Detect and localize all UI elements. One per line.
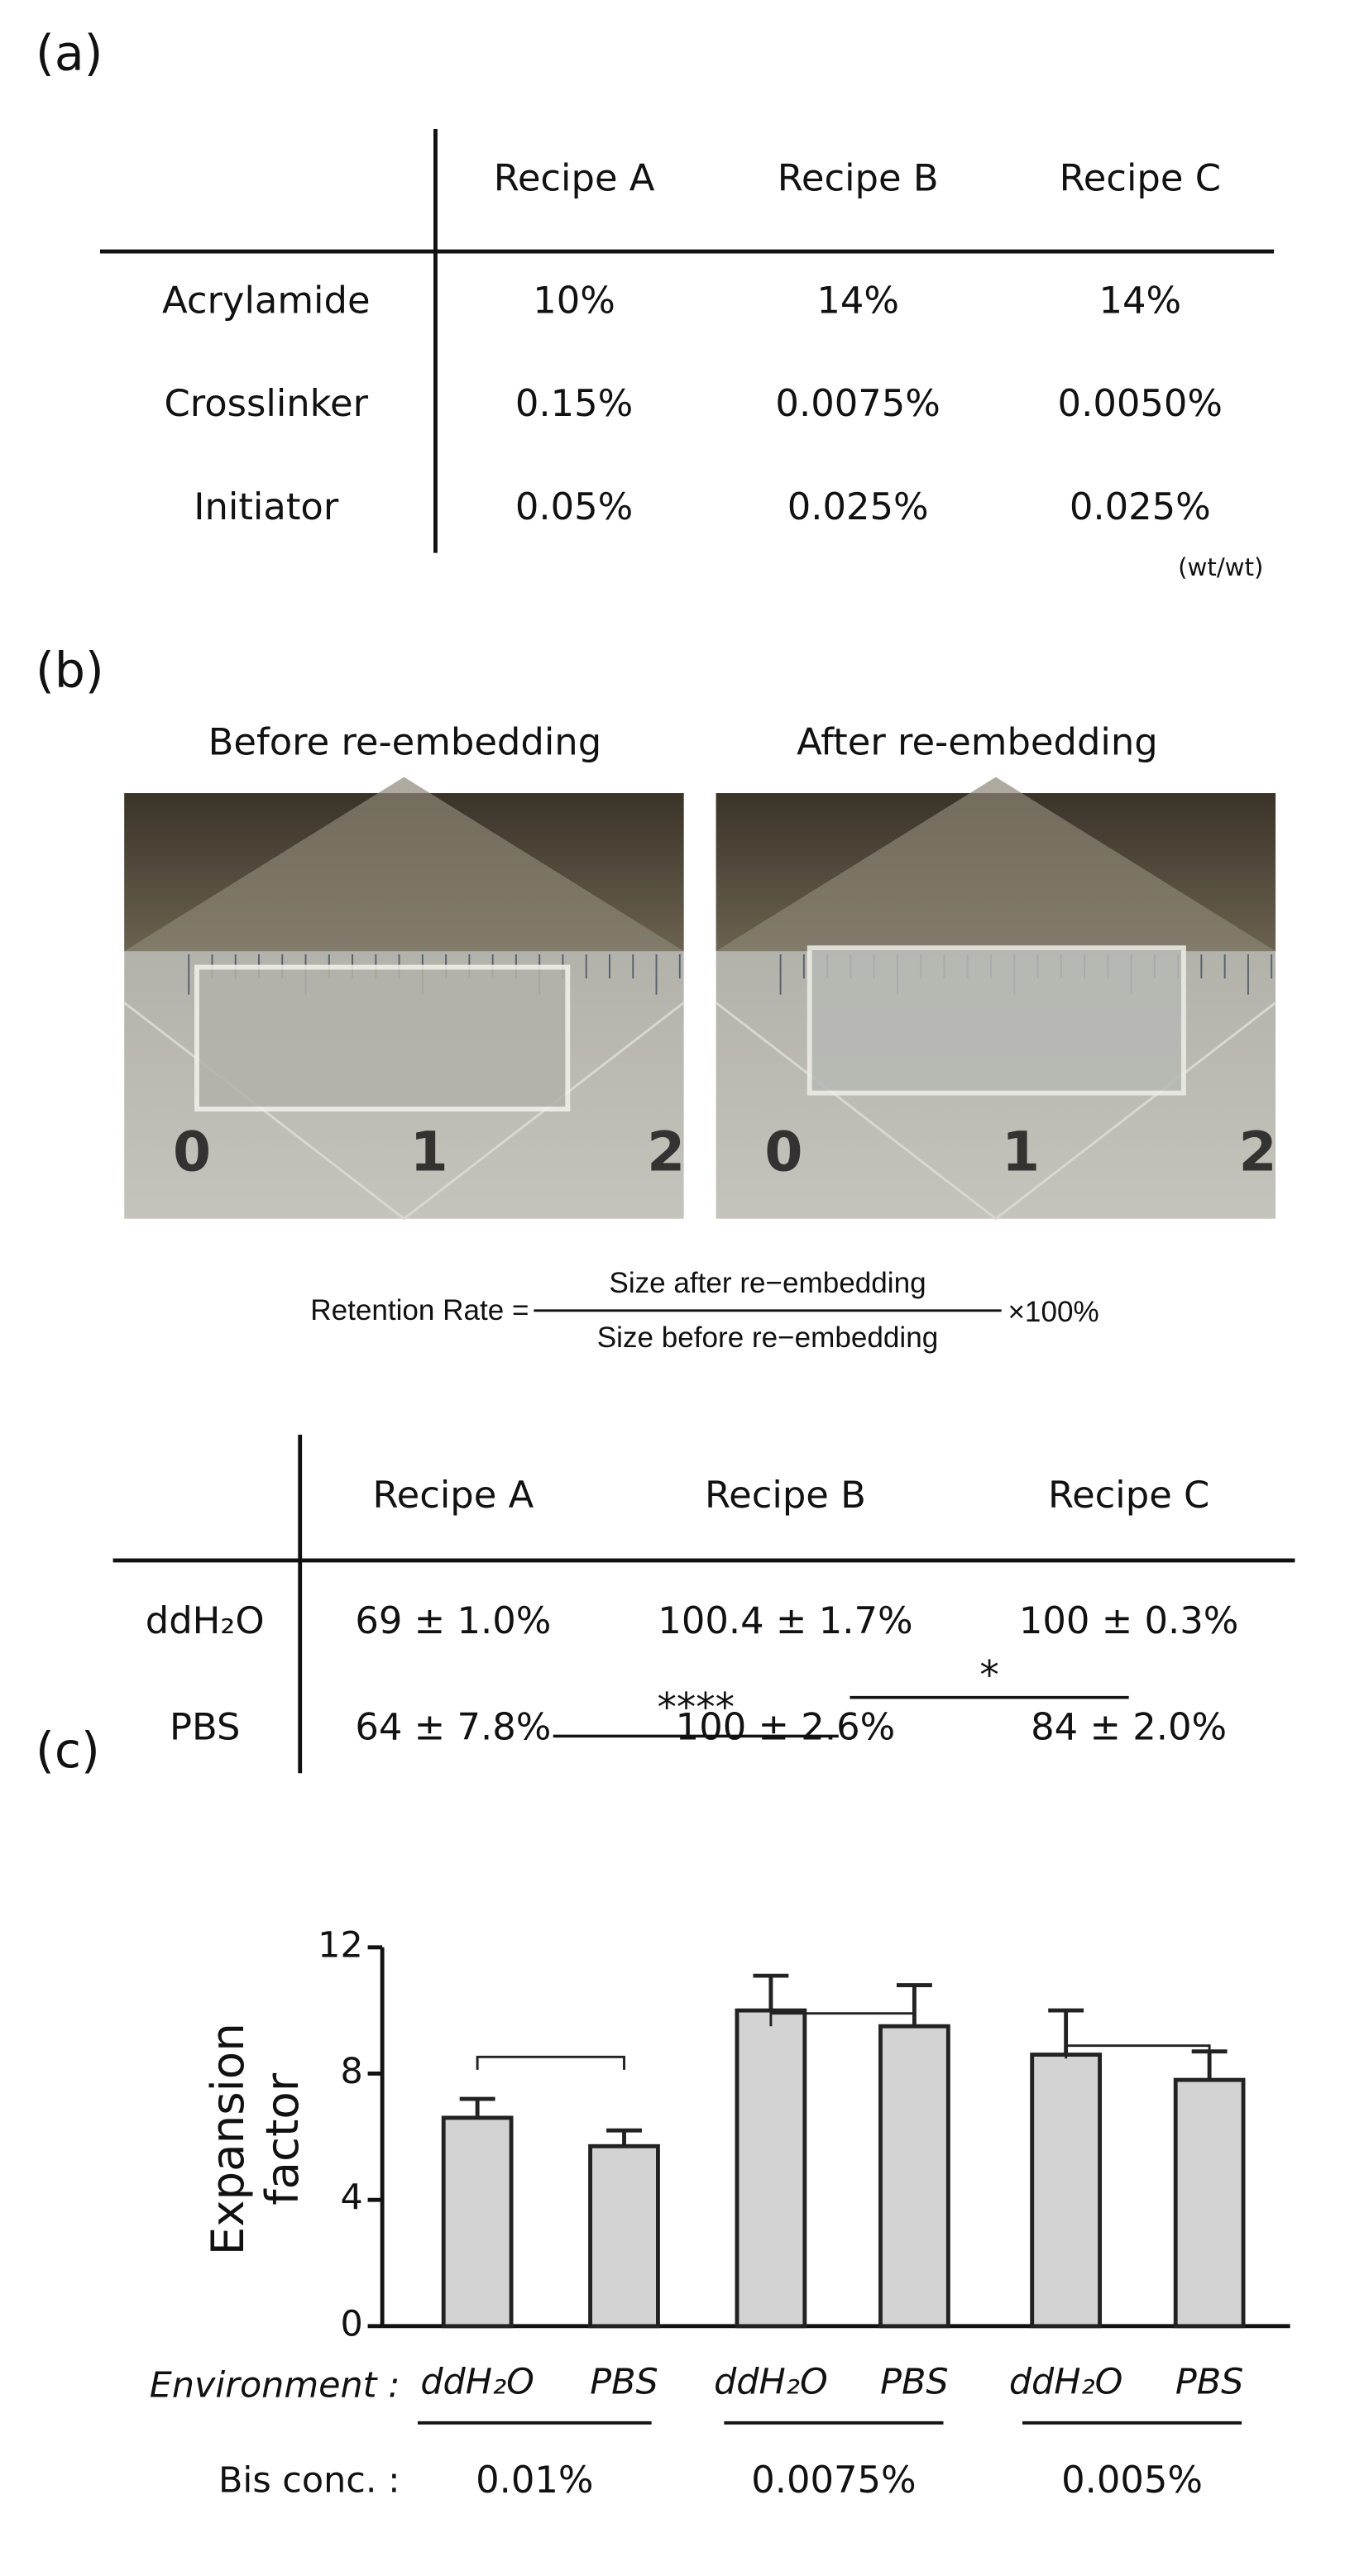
table-cell: 14% bbox=[1098, 278, 1181, 322]
table-cell: 0.0050% bbox=[1058, 381, 1223, 425]
formula-factor: ×100% bbox=[1008, 1296, 1098, 1328]
error-bar bbox=[753, 1973, 789, 2011]
gel bbox=[194, 964, 571, 1112]
photo-caption: After re-embedding bbox=[797, 720, 1158, 764]
table-cell: 69 ± 1.0% bbox=[355, 1599, 551, 1642]
error-bar bbox=[459, 2096, 495, 2118]
significance-label: * bbox=[979, 1654, 998, 1699]
table-cell: 0.025% bbox=[1070, 485, 1211, 528]
row-header: Crosslinker bbox=[164, 381, 368, 425]
table-b: Recipe A Recipe B Recipe C ddH₂O 69 ± 1.0% 10… bbox=[146, 1473, 1239, 1749]
table-cell: 0.15% bbox=[515, 381, 633, 425]
bar bbox=[588, 2143, 660, 2329]
bar bbox=[1030, 2053, 1103, 2329]
table-cell: 84 ± 2.0% bbox=[1031, 1705, 1227, 1749]
column-header: Recipe C bbox=[1060, 155, 1221, 199]
gel bbox=[807, 945, 1186, 1096]
table-cell: 0.025% bbox=[787, 485, 929, 528]
table-cell: 100 ± 0.3% bbox=[1019, 1599, 1239, 1642]
x-tick-label: PBS bbox=[1175, 2362, 1243, 2403]
formula-denominator: Size before re−embedding bbox=[597, 1321, 938, 1354]
row-header: PBS bbox=[170, 1705, 240, 1749]
column-header: Recipe A bbox=[373, 1473, 534, 1517]
x-tick-label: ddH₂O bbox=[420, 2362, 534, 2403]
formula-lhs: Retention Rate = bbox=[310, 1294, 529, 1326]
table-cell: 100.4 ± 1.7% bbox=[658, 1599, 912, 1642]
bar bbox=[441, 2115, 514, 2329]
photos: 0 1 2 0 1 2 bbox=[123, 777, 1277, 1221]
table-cell: 0.0075% bbox=[775, 381, 940, 425]
table-cell: 0.05% bbox=[515, 485, 633, 528]
y-axis-label: Expansionfactor bbox=[201, 2023, 309, 2255]
group-label: 0.005% bbox=[1061, 2458, 1203, 2502]
ruler-label: 1 bbox=[1002, 1120, 1040, 1184]
y-axis-label-line: Expansion bbox=[201, 2023, 254, 2255]
ruler-label: 2 bbox=[1239, 1120, 1277, 1184]
column-header: Recipe C bbox=[1048, 1473, 1209, 1517]
ruler-label: 1 bbox=[410, 1120, 448, 1184]
x-tick-label: ddH₂O bbox=[1009, 2362, 1123, 2403]
comparison-bracket bbox=[476, 2055, 625, 2070]
row-label: Environment : bbox=[150, 2364, 400, 2406]
photo-triangle bbox=[716, 777, 1276, 952]
comparison-bracket bbox=[769, 2012, 916, 2027]
ruler-label: 0 bbox=[764, 1120, 802, 1184]
photo-caption: Before re-embedding bbox=[208, 720, 602, 764]
comparison-bracket bbox=[1065, 2044, 1211, 2059]
panel-label: (b) bbox=[36, 643, 104, 699]
row-header: Initiator bbox=[194, 485, 339, 528]
unit-note: (wt/wt) bbox=[1178, 553, 1263, 581]
error-bar bbox=[606, 2128, 642, 2147]
table-cell: 64 ± 7.8% bbox=[355, 1705, 551, 1749]
column-header: Recipe A bbox=[494, 155, 655, 199]
column-header: Recipe B bbox=[778, 155, 939, 199]
table-cell: 100 ± 2.6% bbox=[676, 1705, 896, 1749]
y-tick-label: 4 bbox=[340, 2177, 362, 2219]
group-label: 0.0075% bbox=[751, 2458, 916, 2502]
panel-label: (a) bbox=[36, 25, 103, 81]
photo-triangle bbox=[124, 777, 684, 952]
x-tick-label: PBS bbox=[880, 2362, 948, 2403]
ruler-label: 2 bbox=[647, 1120, 685, 1184]
y-tick-label: 12 bbox=[318, 1924, 363, 1966]
y-axis-label-line: factor bbox=[256, 2072, 309, 2205]
table-a: Recipe A Recipe B Recipe C Acrylamide 10% 14%… bbox=[162, 155, 1223, 528]
x-tick-label: ddH₂O bbox=[714, 2362, 828, 2403]
bar bbox=[735, 2008, 807, 2329]
bar-chart: 0 4 8 12 Expansionfactor ddH₂O PBS ddH₂O PBS ddH₂… bbox=[150, 1654, 1290, 2502]
bar bbox=[1173, 2077, 1246, 2329]
row-header: ddH₂O bbox=[146, 1599, 265, 1642]
row-header: Acrylamide bbox=[162, 278, 371, 322]
group-label: 0.01% bbox=[476, 2458, 593, 2502]
ruler-label: 0 bbox=[173, 1120, 211, 1184]
y-tick-label: 0 bbox=[340, 2303, 362, 2344]
x-tick-label: PBS bbox=[590, 2362, 658, 2403]
table-cell: 14% bbox=[816, 278, 899, 322]
panel-label: (c) bbox=[36, 1723, 100, 1779]
significance-label: **** bbox=[657, 1686, 735, 1731]
formula-numerator: Size after re−embedding bbox=[609, 1267, 926, 1299]
column-header: Recipe B bbox=[705, 1473, 866, 1517]
bar bbox=[878, 2024, 950, 2329]
y-tick-label: 8 bbox=[340, 2051, 362, 2092]
row-label: Bis conc. : bbox=[218, 2459, 400, 2501]
table-cell: 10% bbox=[533, 278, 615, 322]
